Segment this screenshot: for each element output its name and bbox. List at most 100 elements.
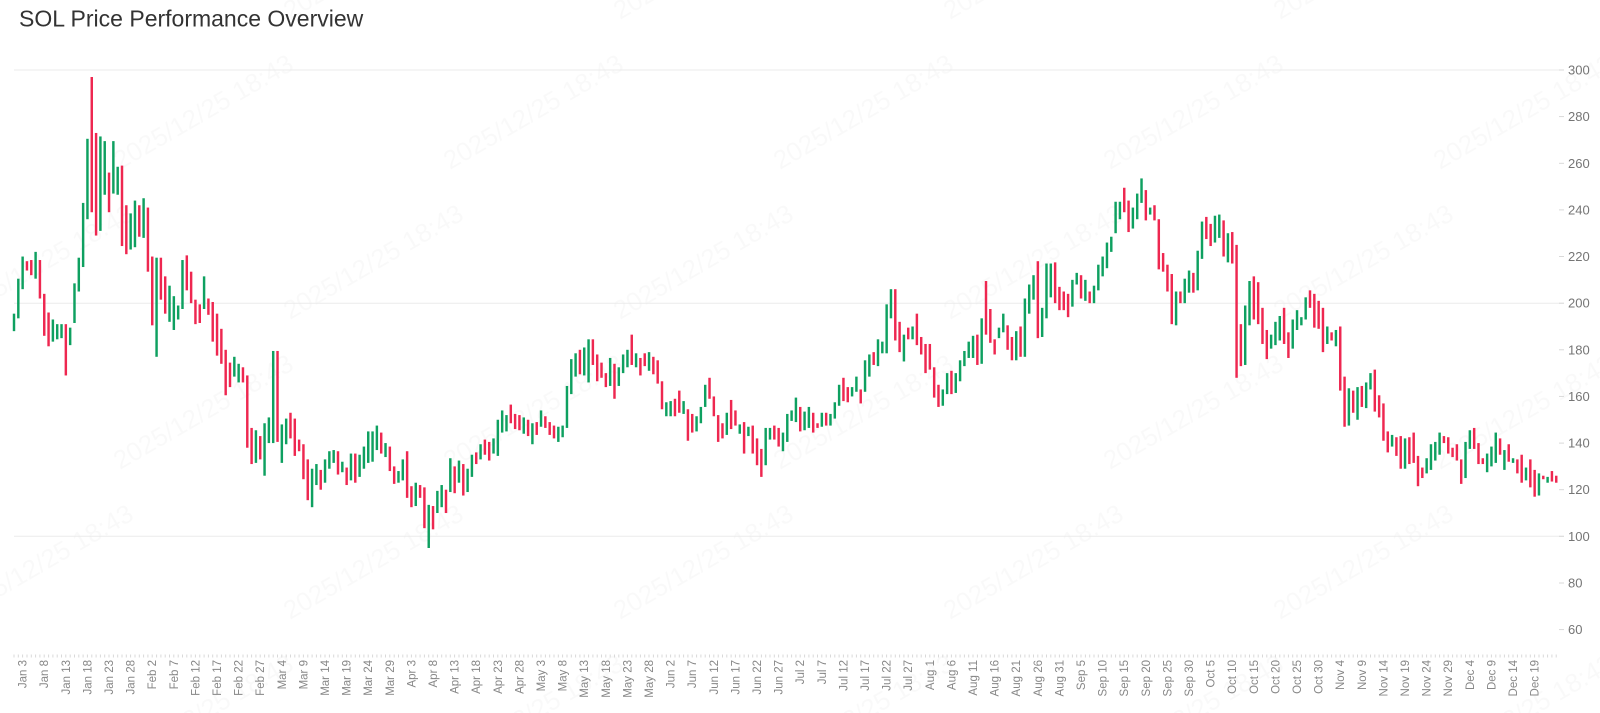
svg-text:Jul 7: Jul 7 bbox=[817, 660, 829, 684]
svg-text:Mar 4: Mar 4 bbox=[277, 659, 289, 689]
svg-text:2025/12/25 18:43: 2025/12/25 18:43 bbox=[0, 198, 138, 325]
svg-text:Oct 10: Oct 10 bbox=[1227, 660, 1239, 694]
svg-text:Jul 27: Jul 27 bbox=[903, 660, 915, 691]
svg-text:Feb 12: Feb 12 bbox=[190, 660, 202, 696]
svg-text:Jun 12: Jun 12 bbox=[709, 660, 721, 695]
svg-text:Jul 17: Jul 17 bbox=[860, 660, 872, 691]
svg-text:140: 140 bbox=[1568, 436, 1590, 451]
svg-text:280: 280 bbox=[1568, 109, 1590, 124]
svg-text:Sep 25: Sep 25 bbox=[1162, 660, 1174, 696]
svg-text:Feb 17: Feb 17 bbox=[212, 660, 224, 696]
svg-text:Apr 8: Apr 8 bbox=[428, 660, 440, 688]
svg-text:Nov 9: Nov 9 bbox=[1357, 660, 1369, 690]
svg-text:Aug 26: Aug 26 bbox=[1033, 660, 1045, 696]
svg-text:Nov 24: Nov 24 bbox=[1422, 659, 1434, 696]
svg-text:Jan 8: Jan 8 bbox=[39, 660, 51, 688]
svg-text:2025/12/25 18:43: 2025/12/25 18:43 bbox=[768, 48, 958, 175]
svg-text:SOL Price Performance Overview: SOL Price Performance Overview bbox=[19, 6, 364, 32]
svg-text:2025/12/25 18:43: 2025/12/25 18:43 bbox=[938, 498, 1128, 625]
svg-text:Sep 30: Sep 30 bbox=[1184, 660, 1196, 696]
svg-text:2025/12/25 18:43: 2025/12/25 18:43 bbox=[438, 648, 628, 713]
svg-text:Apr 3: Apr 3 bbox=[406, 660, 418, 688]
svg-text:May 28: May 28 bbox=[644, 660, 656, 698]
svg-text:2025/12/25 18:43: 2025/12/25 18:43 bbox=[0, 498, 138, 625]
svg-text:Jun 2: Jun 2 bbox=[666, 660, 678, 688]
svg-text:220: 220 bbox=[1568, 249, 1590, 264]
svg-text:Jan 18: Jan 18 bbox=[82, 660, 94, 695]
svg-text:Sep 20: Sep 20 bbox=[1141, 660, 1153, 696]
svg-text:180: 180 bbox=[1568, 342, 1590, 357]
svg-text:2025/12/25 18:43: 2025/12/25 18:43 bbox=[608, 198, 798, 325]
svg-text:Jul 2: Jul 2 bbox=[795, 660, 807, 684]
svg-text:2025/12/25 18:43: 2025/12/25 18:43 bbox=[108, 348, 298, 475]
svg-text:Apr 28: Apr 28 bbox=[514, 660, 526, 694]
svg-text:2025/12/25 18:43: 2025/12/25 18:43 bbox=[1098, 348, 1288, 475]
svg-text:Jul 22: Jul 22 bbox=[882, 660, 894, 691]
svg-text:Feb 27: Feb 27 bbox=[255, 660, 267, 696]
svg-text:80: 80 bbox=[1568, 576, 1582, 591]
svg-text:60: 60 bbox=[1568, 622, 1582, 637]
svg-text:Feb 7: Feb 7 bbox=[169, 660, 181, 689]
svg-text:260: 260 bbox=[1568, 156, 1590, 171]
svg-text:Dec 9: Dec 9 bbox=[1486, 660, 1498, 690]
svg-text:May 18: May 18 bbox=[601, 660, 613, 698]
svg-text:Jan 3: Jan 3 bbox=[18, 660, 30, 688]
svg-text:120: 120 bbox=[1568, 482, 1590, 497]
svg-text:Feb 22: Feb 22 bbox=[234, 660, 246, 696]
svg-text:300: 300 bbox=[1568, 63, 1590, 78]
svg-text:Nov 29: Nov 29 bbox=[1443, 660, 1455, 696]
svg-text:2025/12/25 18:43: 2025/12/25 18:43 bbox=[1428, 348, 1600, 475]
svg-text:160: 160 bbox=[1568, 389, 1590, 404]
svg-text:Jan 23: Jan 23 bbox=[104, 660, 116, 695]
svg-text:May 3: May 3 bbox=[536, 660, 548, 691]
svg-text:Jun 22: Jun 22 bbox=[752, 660, 764, 695]
svg-text:240: 240 bbox=[1568, 202, 1590, 217]
svg-text:2025/12/25 18:43: 2025/12/25 18:43 bbox=[938, 198, 1128, 325]
svg-text:2025/12/25 18:43: 2025/12/25 18:43 bbox=[278, 198, 468, 325]
svg-text:2025/12/25 18:43: 2025/12/25 18:43 bbox=[1268, 0, 1458, 25]
svg-text:Nov 4: Nov 4 bbox=[1335, 659, 1347, 690]
svg-text:Oct 30: Oct 30 bbox=[1314, 660, 1326, 694]
svg-text:Sep 5: Sep 5 bbox=[1076, 660, 1088, 690]
svg-text:Aug 16: Aug 16 bbox=[990, 660, 1002, 696]
svg-text:Oct 25: Oct 25 bbox=[1292, 660, 1304, 694]
svg-text:2025/12/25 18:43: 2025/12/25 18:43 bbox=[608, 498, 798, 625]
svg-text:2025/12/25 18:43: 2025/12/25 18:43 bbox=[438, 348, 628, 475]
svg-text:Apr 13: Apr 13 bbox=[450, 660, 462, 694]
svg-text:Jun 17: Jun 17 bbox=[730, 660, 742, 695]
svg-text:Jun 27: Jun 27 bbox=[774, 660, 786, 695]
svg-text:2025/12/25 18:43: 2025/12/25 18:43 bbox=[1268, 498, 1458, 625]
svg-text:Mar 14: Mar 14 bbox=[320, 659, 332, 695]
svg-text:Dec 14: Dec 14 bbox=[1508, 659, 1520, 696]
svg-text:200: 200 bbox=[1568, 296, 1590, 311]
svg-text:May 13: May 13 bbox=[579, 660, 591, 698]
svg-text:Aug 31: Aug 31 bbox=[1054, 660, 1066, 696]
svg-text:Dec 19: Dec 19 bbox=[1530, 660, 1542, 696]
svg-text:Oct 20: Oct 20 bbox=[1270, 660, 1282, 694]
svg-text:Dec 4: Dec 4 bbox=[1465, 659, 1477, 690]
svg-text:2025/12/25 18:43: 2025/12/25 18:43 bbox=[278, 498, 468, 625]
svg-text:Aug 1: Aug 1 bbox=[925, 660, 937, 690]
svg-text:Mar 24: Mar 24 bbox=[363, 659, 375, 695]
svg-text:2025/12/25 18:43: 2025/12/25 18:43 bbox=[608, 0, 798, 25]
svg-text:Jun 7: Jun 7 bbox=[687, 660, 699, 688]
svg-text:Aug 21: Aug 21 bbox=[1011, 660, 1023, 696]
svg-text:Nov 14: Nov 14 bbox=[1378, 659, 1390, 696]
svg-text:2025/12/25 18:43: 2025/12/25 18:43 bbox=[1098, 48, 1288, 175]
svg-text:Jan 28: Jan 28 bbox=[126, 660, 138, 695]
svg-text:100: 100 bbox=[1568, 529, 1590, 544]
svg-text:2025/12/25 18:43: 2025/12/25 18:43 bbox=[1268, 198, 1458, 325]
svg-text:Sep 15: Sep 15 bbox=[1119, 660, 1131, 696]
svg-text:Mar 19: Mar 19 bbox=[342, 660, 354, 696]
svg-text:2025/12/25 18:43: 2025/12/25 18:43 bbox=[438, 48, 628, 175]
svg-text:Oct 5: Oct 5 bbox=[1206, 660, 1218, 687]
svg-text:Jul 12: Jul 12 bbox=[838, 660, 850, 691]
svg-text:Apr 23: Apr 23 bbox=[493, 660, 505, 694]
svg-text:Aug 11: Aug 11 bbox=[968, 660, 980, 696]
svg-text:Nov 19: Nov 19 bbox=[1400, 660, 1412, 696]
svg-text:Apr 18: Apr 18 bbox=[471, 660, 483, 694]
svg-text:Mar 9: Mar 9 bbox=[298, 660, 310, 689]
svg-text:May 8: May 8 bbox=[558, 660, 570, 691]
svg-text:Sep 10: Sep 10 bbox=[1098, 660, 1110, 696]
svg-text:Jan 13: Jan 13 bbox=[61, 660, 73, 695]
